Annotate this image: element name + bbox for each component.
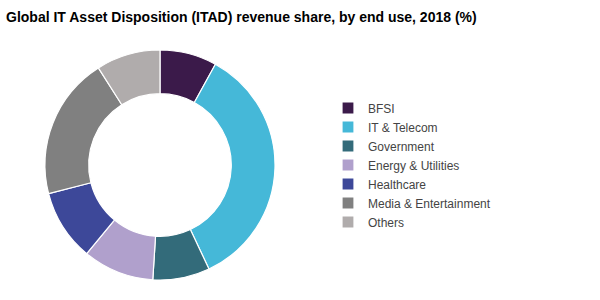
svg-text:Energy & Utilities: Energy & Utilities xyxy=(368,159,459,173)
svg-text:BFSI: BFSI xyxy=(368,102,395,116)
svg-text:Government: Government xyxy=(368,140,435,154)
svg-text:Global IT Asset Disposition (I: Global IT Asset Disposition (ITAD) reven… xyxy=(6,9,477,25)
svg-text:Others: Others xyxy=(368,216,404,230)
svg-text:Media & Entertainment: Media & Entertainment xyxy=(368,197,491,211)
svg-text:Healthcare: Healthcare xyxy=(368,178,426,192)
svg-text:IT & Telecom: IT & Telecom xyxy=(368,121,438,135)
